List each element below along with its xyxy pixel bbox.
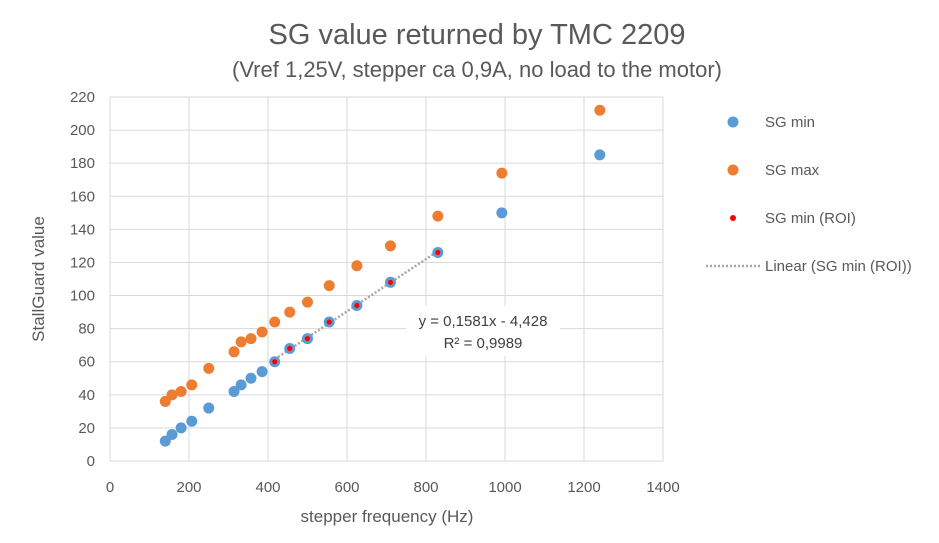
data-point xyxy=(387,279,394,285)
x-tick-label: 1000 xyxy=(488,479,521,496)
y-tick-labels: 0 20 40 60 80 100 120 140 160 180 200 220 xyxy=(70,89,95,470)
data-point xyxy=(159,435,171,447)
data-point xyxy=(159,395,171,407)
plot-area-frame xyxy=(109,96,664,462)
data-point xyxy=(304,335,311,342)
y-tick-label: 20 xyxy=(78,420,95,437)
chart-subtitle: (Vref 1,25V, stepper ca 0,9A, no load to… xyxy=(232,57,722,82)
x-tick-label: 800 xyxy=(413,479,438,496)
data-point xyxy=(166,429,178,441)
data-point xyxy=(256,326,268,338)
trendline-r2: R² = 0,9989 xyxy=(444,335,523,352)
data-point xyxy=(203,402,215,414)
data-point xyxy=(351,260,363,272)
legend-marker xyxy=(730,215,736,221)
data-point xyxy=(269,316,281,328)
data-point xyxy=(245,333,257,345)
data-point xyxy=(235,379,247,391)
data-point xyxy=(256,366,268,378)
y-tick-label: 80 xyxy=(78,321,95,338)
x-tick-label: 1200 xyxy=(567,479,600,496)
data-point xyxy=(354,302,360,309)
data-point xyxy=(272,359,278,365)
data-point xyxy=(186,415,198,427)
x-tick-label: 600 xyxy=(334,479,359,496)
chart-title: SG value returned by TMC 2209 xyxy=(269,19,686,51)
data-point xyxy=(228,386,240,398)
data-point xyxy=(245,372,257,384)
x-tick-label: 200 xyxy=(176,479,201,496)
data-point xyxy=(235,336,247,348)
series-sg-min-roi xyxy=(272,249,441,365)
y-tick-label: 100 xyxy=(70,288,95,305)
x-axis-title: stepper frequency (Hz) xyxy=(301,507,474,526)
y-tick-label: 180 xyxy=(70,155,95,172)
y-tick-label: 220 xyxy=(70,89,95,106)
y-tick-label: 0 xyxy=(87,453,95,470)
data-point xyxy=(496,167,508,179)
data-point xyxy=(203,362,215,374)
data-point xyxy=(186,379,198,391)
data-point xyxy=(384,240,396,252)
legend-marker xyxy=(727,116,739,128)
y-tick-label: 200 xyxy=(70,122,95,139)
data-point xyxy=(302,296,313,308)
x-tick-label: 0 xyxy=(106,479,114,496)
data-point xyxy=(166,389,178,401)
data-point xyxy=(594,104,606,116)
gridlines xyxy=(109,96,664,462)
y-tick-label: 40 xyxy=(78,387,95,404)
data-point xyxy=(287,345,293,352)
data-point xyxy=(175,386,187,398)
legend-item: Linear (SG min (ROI)) xyxy=(706,258,912,275)
series-sg-min xyxy=(159,149,606,447)
series-sg-max xyxy=(159,104,606,407)
data-point xyxy=(284,306,296,318)
trendline-label-box xyxy=(406,306,560,356)
legend-item: SG max xyxy=(727,162,820,179)
trendline-equation: y = 0,1581x - 4,428 xyxy=(419,313,548,330)
legend-label: SG min xyxy=(765,114,815,131)
data-point xyxy=(228,346,240,358)
plot-border xyxy=(109,96,664,462)
data-point xyxy=(323,280,335,292)
x-tick-label: 400 xyxy=(255,479,280,496)
y-tick-label: 120 xyxy=(70,254,95,271)
legend-item: SG min xyxy=(727,114,815,131)
data-point xyxy=(175,422,187,434)
trendline-label: y = 0,1581x - 4,428 R² = 0,9989 xyxy=(406,306,560,356)
legend-label: SG min (ROI) xyxy=(765,210,856,227)
y-axis-title: StallGuard value xyxy=(29,216,48,342)
x-tick-labels: 0 200 400 600 800 1000 1200 1400 xyxy=(106,479,680,496)
data-point xyxy=(496,207,508,219)
x-tick-label: 1400 xyxy=(646,479,679,496)
legend-marker xyxy=(727,164,739,176)
y-tick-label: 60 xyxy=(78,354,95,371)
data-point xyxy=(326,319,332,325)
y-tick-label: 140 xyxy=(70,221,95,238)
legend-item: SG min (ROI) xyxy=(730,210,856,227)
legend-label: SG max xyxy=(765,162,820,179)
data-point xyxy=(594,149,606,161)
y-tick-label: 160 xyxy=(70,188,95,205)
legend: SG min SG max SG min (ROI) Linear (SG min (… xyxy=(706,114,912,275)
data-point xyxy=(435,249,441,256)
legend-label: Linear (SG min (ROI)) xyxy=(765,258,912,275)
data-point xyxy=(432,210,444,222)
